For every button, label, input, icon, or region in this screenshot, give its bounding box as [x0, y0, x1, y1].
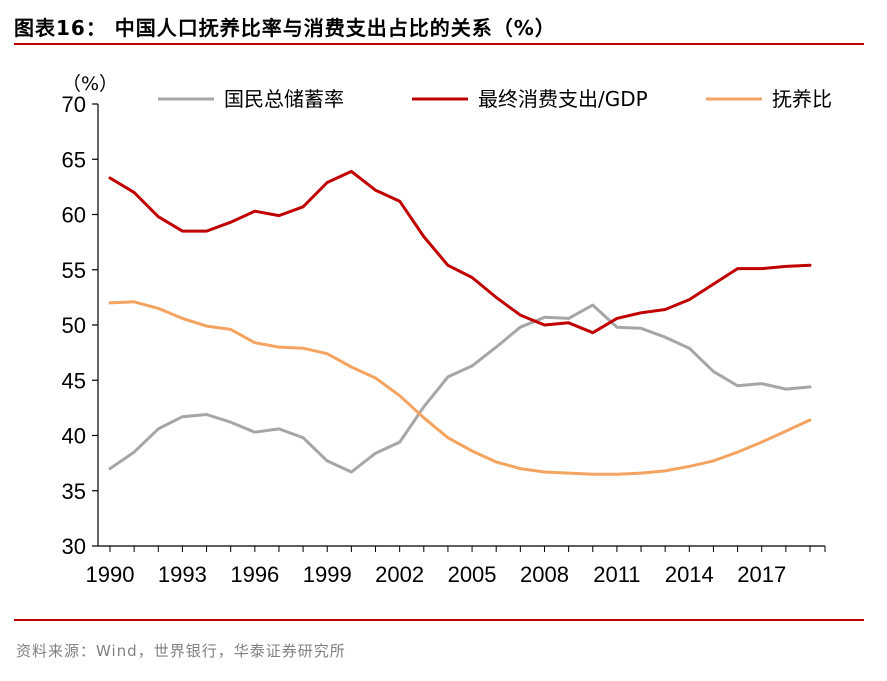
y-axis-unit-label: （%） [62, 73, 118, 95]
y-tick-label: 40 [62, 424, 86, 449]
y-tick-label: 50 [62, 313, 86, 338]
legend-label-1: 国民总储蓄率 [224, 87, 344, 111]
y-tick-label: 35 [62, 479, 86, 504]
y-tick-label: 65 [62, 147, 86, 172]
x-tick-label: 2011 [593, 562, 640, 587]
header-divider [14, 43, 864, 45]
y-tick-label: 30 [62, 534, 86, 559]
x-tick-label: 2014 [665, 562, 714, 587]
y-tick-label: 60 [62, 203, 86, 228]
series-line-2 [108, 169, 812, 335]
series-line-3 [108, 300, 812, 476]
x-tick-label: 1993 [158, 562, 207, 587]
x-tick-label: 1999 [303, 562, 352, 587]
figure-header: 图表16： 中国人口抚养比率与消费支出占比的关系（%） [14, 8, 874, 42]
x-tick-label: 2017 [737, 562, 786, 587]
y-tick-label: 70 [62, 92, 86, 117]
x-tick-label: 2005 [448, 562, 497, 587]
legend-label-2: 最终消费支出/GDP [478, 87, 648, 111]
x-tick-label: 1990 [86, 562, 135, 587]
figure-title: 图表16： 中国人口抚养比率与消费支出占比的关系（%） [14, 16, 556, 40]
y-tick-label: 45 [62, 368, 86, 393]
footer-divider [14, 619, 864, 621]
y-tick-label: 55 [62, 258, 86, 283]
x-tick-label: 2008 [520, 562, 569, 587]
series-line-1 [108, 303, 812, 474]
x-tick-label: 1996 [230, 562, 279, 587]
source-note: 资料来源：Wind，世界银行，华泰证券研究所 [16, 642, 346, 660]
x-tick-label: 2002 [375, 562, 424, 587]
legend-label-3: 抚养比 [772, 87, 832, 111]
